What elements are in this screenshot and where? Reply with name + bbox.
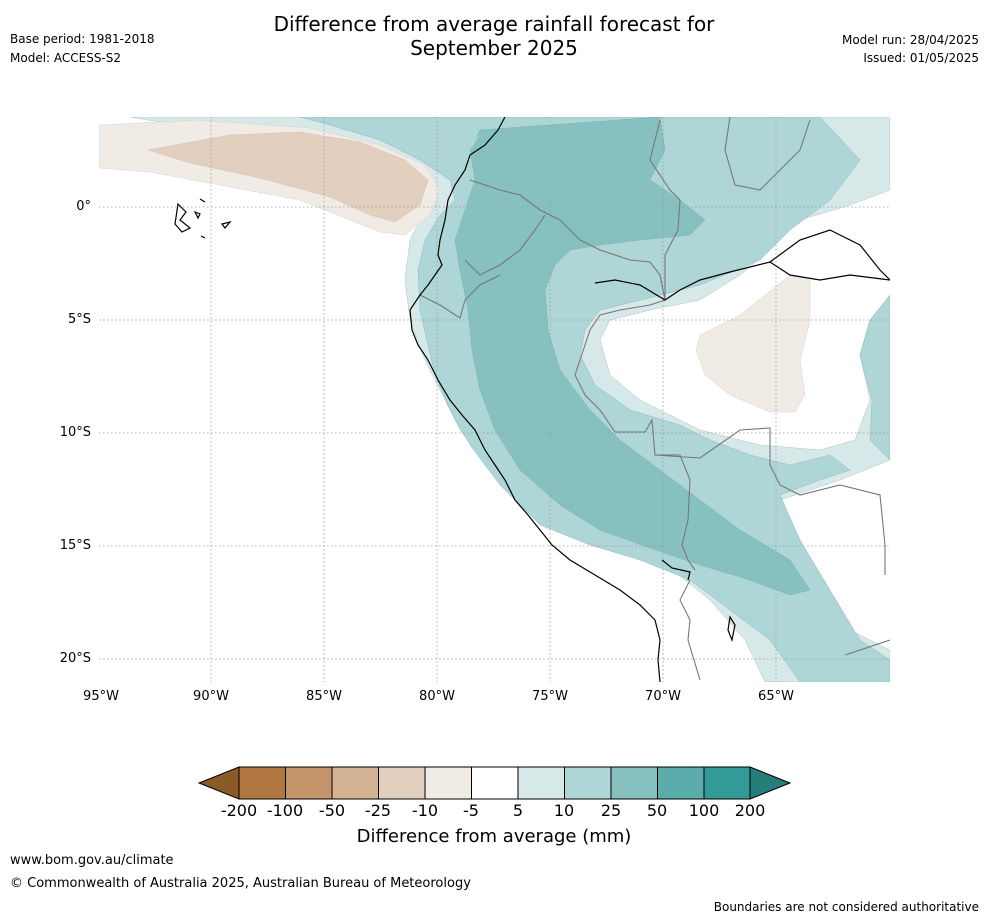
colorbar-swatch xyxy=(285,766,333,800)
colorbar-swatch xyxy=(424,766,472,800)
colorbar-swatch xyxy=(564,766,612,800)
title-line-2: September 2025 xyxy=(410,36,578,60)
lat-label: 5°S xyxy=(67,312,91,327)
contour-wet-10-inner xyxy=(465,135,480,150)
lon-label: 65°W xyxy=(758,689,794,704)
colorbar-swatch xyxy=(238,766,286,800)
lon-label: 95°W xyxy=(83,689,119,704)
footer-copyright: © Commonwealth of Australia 2025, Austra… xyxy=(10,876,471,891)
lat-label: 0° xyxy=(76,199,91,214)
colorbar-swatch xyxy=(378,766,426,800)
lon-label: 80°W xyxy=(419,689,455,704)
colorbar-swatch xyxy=(471,766,519,800)
colorbar-tick: 100 xyxy=(688,801,720,820)
colorbar-swatch-extend-high xyxy=(749,766,792,800)
colorbar xyxy=(197,766,792,800)
lat-label: 10°S xyxy=(59,425,91,440)
colorbar-tick: -10 xyxy=(411,801,439,820)
footer-disclaimer: Boundaries are not considered authoritat… xyxy=(713,900,979,914)
colorbar-swatch xyxy=(657,766,705,800)
lon-label: 90°W xyxy=(193,689,229,704)
colorbar-swatch xyxy=(703,766,751,800)
lat-label: 15°S xyxy=(59,538,91,553)
colorbar-tick: 50 xyxy=(646,801,668,820)
colorbar-tick: -100 xyxy=(266,801,304,820)
title-line-1: Difference from average rainfall forecas… xyxy=(273,12,715,36)
colorbar-tick: -5 xyxy=(463,801,479,820)
colorbar-tick: 25 xyxy=(600,801,622,820)
colorbar-tick: 200 xyxy=(734,801,766,820)
colorbar-tick: -25 xyxy=(364,801,392,820)
issued-date: Issued: 01/05/2025 xyxy=(863,51,979,65)
lat-label: 20°S xyxy=(59,651,91,666)
map-title: Difference from average rainfall forecas… xyxy=(0,12,988,60)
rainfall-map xyxy=(99,117,890,682)
colorbar-swatch xyxy=(517,766,565,800)
colorbar-swatch-extend-low xyxy=(197,766,240,800)
colorbar-tick: 10 xyxy=(553,801,575,820)
contour-dry-10 xyxy=(147,131,429,223)
model-run: Model run: 28/04/2025 xyxy=(841,33,979,47)
colorbar-tick: -50 xyxy=(318,801,346,820)
lon-label: 70°W xyxy=(645,689,681,704)
lon-label: 75°W xyxy=(532,689,568,704)
contour-wet-10-east xyxy=(859,294,890,461)
model-name: Model: ACCESS-S2 xyxy=(10,51,122,65)
colorbar-tick: -200 xyxy=(220,801,258,820)
coastline xyxy=(174,117,890,682)
colorbar-swatch xyxy=(610,766,658,800)
contour-wet-25 xyxy=(454,117,811,596)
lon-label: 85°W xyxy=(306,689,342,704)
footer-website[interactable]: www.bom.gov.au/climate xyxy=(10,853,174,868)
colorbar-swatch xyxy=(331,766,379,800)
colorbar-tick: 5 xyxy=(512,801,524,820)
colorbar-title: Difference from average (mm) xyxy=(356,826,632,847)
base-period: Base period: 1981-2018 xyxy=(10,32,155,46)
country-borders xyxy=(419,117,890,681)
